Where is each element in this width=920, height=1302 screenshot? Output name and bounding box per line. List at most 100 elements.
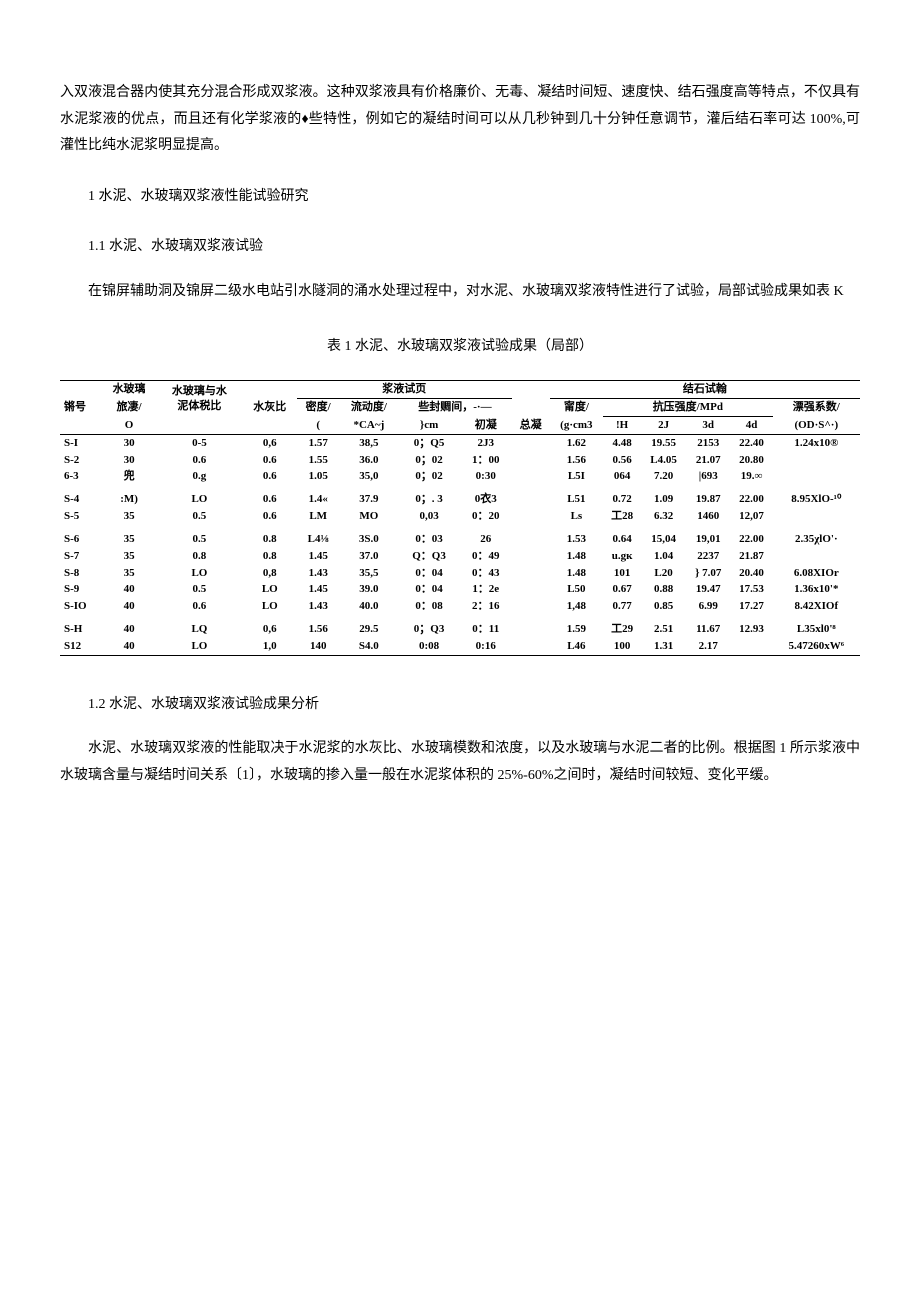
section-1-1-paragraph: 在锦屏辅助洞及锦屏二级水电站引水隧洞的涌水处理过程中，对水泥、水玻璃双浆液特性进… (60, 279, 860, 306)
th-settime: 些封赒间，-·— (398, 399, 511, 417)
table-cell: S-4 (60, 491, 102, 508)
table-cell: 6-3 (60, 468, 102, 485)
th-glass-l1: 水玻璃 (102, 381, 156, 399)
table-cell: 1.53 (550, 531, 603, 548)
table-cell: 35 (102, 508, 156, 525)
table-cell (512, 531, 550, 548)
table-cell: 12,07 (730, 508, 772, 525)
table-cell: 0.67 (603, 581, 641, 598)
th-ratio-l1: 水玻璃与水 (172, 385, 227, 397)
table-cell: 0.5 (156, 508, 242, 525)
table-cell: 0,8 (243, 565, 297, 582)
table-cell: 0.77 (603, 598, 641, 615)
section-1-1-title: 1.1 水泥、水玻璃双浆液试验 (60, 234, 860, 261)
table-cell: 11.67 (686, 621, 730, 638)
table-cell: 0.5 (156, 531, 242, 548)
table-cell: 1：00 (460, 452, 512, 469)
table-1: 锵号 水玻璃 水玻璃与水 泥体税比 水灰比 浆液试页 结石试翰 旅凄/ 密度/ … (60, 380, 860, 656)
table-cell: 19.87 (686, 491, 730, 508)
table-cell: S-5 (60, 508, 102, 525)
table-cell: 7.20 (641, 468, 686, 485)
table-cell: 1.56 (297, 621, 340, 638)
table-cell: 0衣3 (460, 491, 512, 508)
table-row: S-835LO0,81.4335,50：040：431.48101L20} 7.… (60, 565, 860, 582)
table-cell: 兜 (102, 468, 156, 485)
table-cell: 0：20 (460, 508, 512, 525)
table-cell: 22.00 (730, 491, 772, 508)
table-cell: 0.6 (243, 491, 297, 508)
table-cell: 35 (102, 565, 156, 582)
table-cell: 0；02 (398, 468, 460, 485)
table-cell: 0.5 (156, 581, 242, 598)
th-s-1h: !H (603, 416, 641, 434)
table-cell (512, 508, 550, 525)
table-cell: 8.42XIOf (773, 598, 860, 615)
table-cell: 19.∞ (730, 468, 772, 485)
table-cell: 21.07 (686, 452, 730, 469)
table-cell: S4.0 (340, 638, 399, 655)
table-cell: 1.43 (297, 598, 340, 615)
table-row: S1240LO1,0140S4.00:080:16L461001.312.175… (60, 638, 860, 655)
table-cell: 37.9 (340, 491, 399, 508)
table-cell (773, 508, 860, 525)
table-cell: 1.04 (641, 548, 686, 565)
table-cell: 35 (102, 548, 156, 565)
table-cell: Ls (550, 508, 603, 525)
th-density: 密度/ (297, 399, 340, 417)
table-cell: 0.6 (243, 468, 297, 485)
table-cell: LQ (156, 621, 242, 638)
table-cell: 0；Q5 (398, 434, 460, 451)
table-cell: 1：2e (460, 581, 512, 598)
table-cell: S-6 (60, 531, 102, 548)
table-body: S-I300-50,61.5738,50；Q52J31.624.4819.552… (60, 434, 860, 655)
table-cell (512, 452, 550, 469)
table-cell: 0,6 (243, 621, 297, 638)
th-stone-density-u: (g·cm3 (550, 416, 603, 434)
table-cell: L50 (550, 581, 603, 598)
table-row: S-I300-50,61.5738,50；Q52J31.624.4819.552… (60, 434, 860, 451)
table-cell: 40.0 (340, 598, 399, 615)
table-cell: 3S.0 (340, 531, 399, 548)
table-cell: L35xl0'⁸ (773, 621, 860, 638)
table-cell: 1.4« (297, 491, 340, 508)
table-row: S-2300.60.61.5536.00；021：001.560.56L4.05… (60, 452, 860, 469)
table-row: S-6350.50.8L4⅛3S.00：03261.530.6415,0419,… (60, 531, 860, 548)
table-cell: 1.31 (641, 638, 686, 655)
th-slurry-group: 浆液试页 (297, 381, 512, 399)
table-cell: 0.85 (641, 598, 686, 615)
table-cell: 40 (102, 638, 156, 655)
table-cell: 0.6 (156, 452, 242, 469)
table-cell: 1,0 (243, 638, 297, 655)
table-row: S-H40LQ0,61.5629.50；Q30：111.59工292.5111.… (60, 621, 860, 638)
table-cell: 1.56 (550, 452, 603, 469)
table-cell: S-H (60, 621, 102, 638)
th-wc: 水灰比 (243, 381, 297, 435)
table-head: 锵号 水玻璃 水玻璃与水 泥体税比 水灰比 浆液试页 结石试翰 旅凄/ 密度/ … (60, 381, 860, 435)
th-strength: 抗压强度/MPd (603, 399, 773, 417)
table-cell: 1.45 (297, 548, 340, 565)
th-glass-l3: O (102, 416, 156, 434)
table-cell: LO (243, 581, 297, 598)
table-row: S-9400.5LO1.4539.00：041：2eL500.670.8819.… (60, 581, 860, 598)
table-cell: 0：08 (398, 598, 460, 615)
table-cell: 1.48 (550, 548, 603, 565)
table-cell: 17.53 (730, 581, 772, 598)
table-cell: 2237 (686, 548, 730, 565)
table-cell: 2：16 (460, 598, 512, 615)
table-cell (512, 581, 550, 598)
table-cell: 0.72 (603, 491, 641, 508)
table-cell: 0.g (156, 468, 242, 485)
table-cell: 29.5 (340, 621, 399, 638)
th-coef: 漂强系数/ (773, 399, 860, 417)
table-cell: LO (156, 491, 242, 508)
table-cell (512, 548, 550, 565)
table-row: S-IO400.6LO1.4340.00：082：161,480.770.856… (60, 598, 860, 615)
table-cell: 0.6 (156, 598, 242, 615)
table-cell: 0.8 (243, 531, 297, 548)
table-cell: 0；02 (398, 452, 460, 469)
table-row: S-5350.50.6LMMO0,030：20Ls工286.32146012,0… (60, 508, 860, 525)
table-cell: 8.95XlO-¹⁰ (773, 491, 860, 508)
table-cell: 6.08XIOr (773, 565, 860, 582)
table-cell: 0:16 (460, 638, 512, 655)
table-1-caption: 表 1 水泥、水玻璃双浆液试验成果（局部） (60, 334, 860, 361)
